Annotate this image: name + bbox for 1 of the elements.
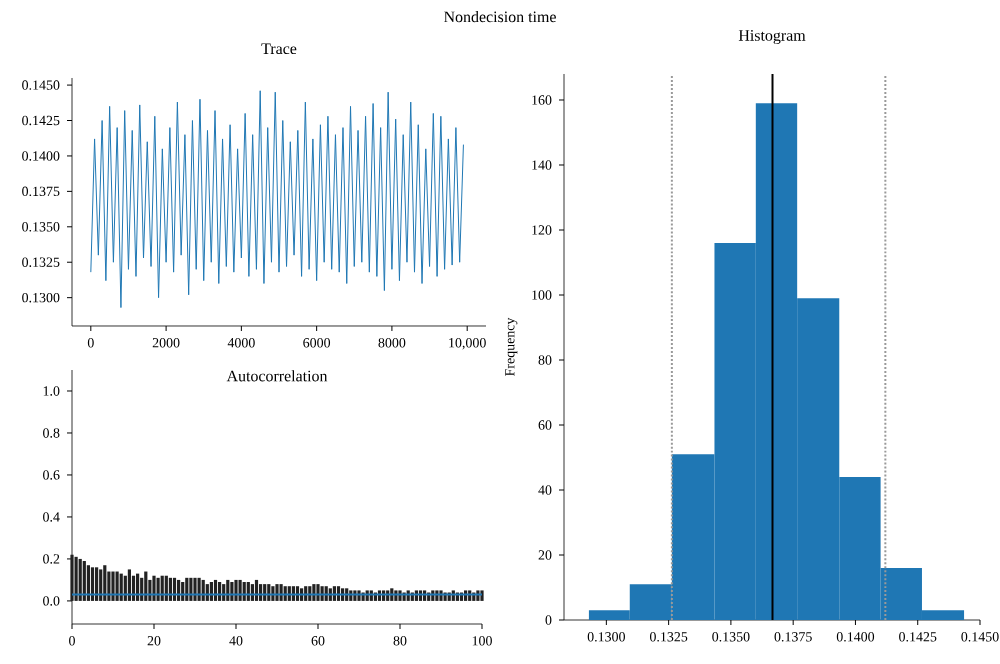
line-series [90,90,464,309]
